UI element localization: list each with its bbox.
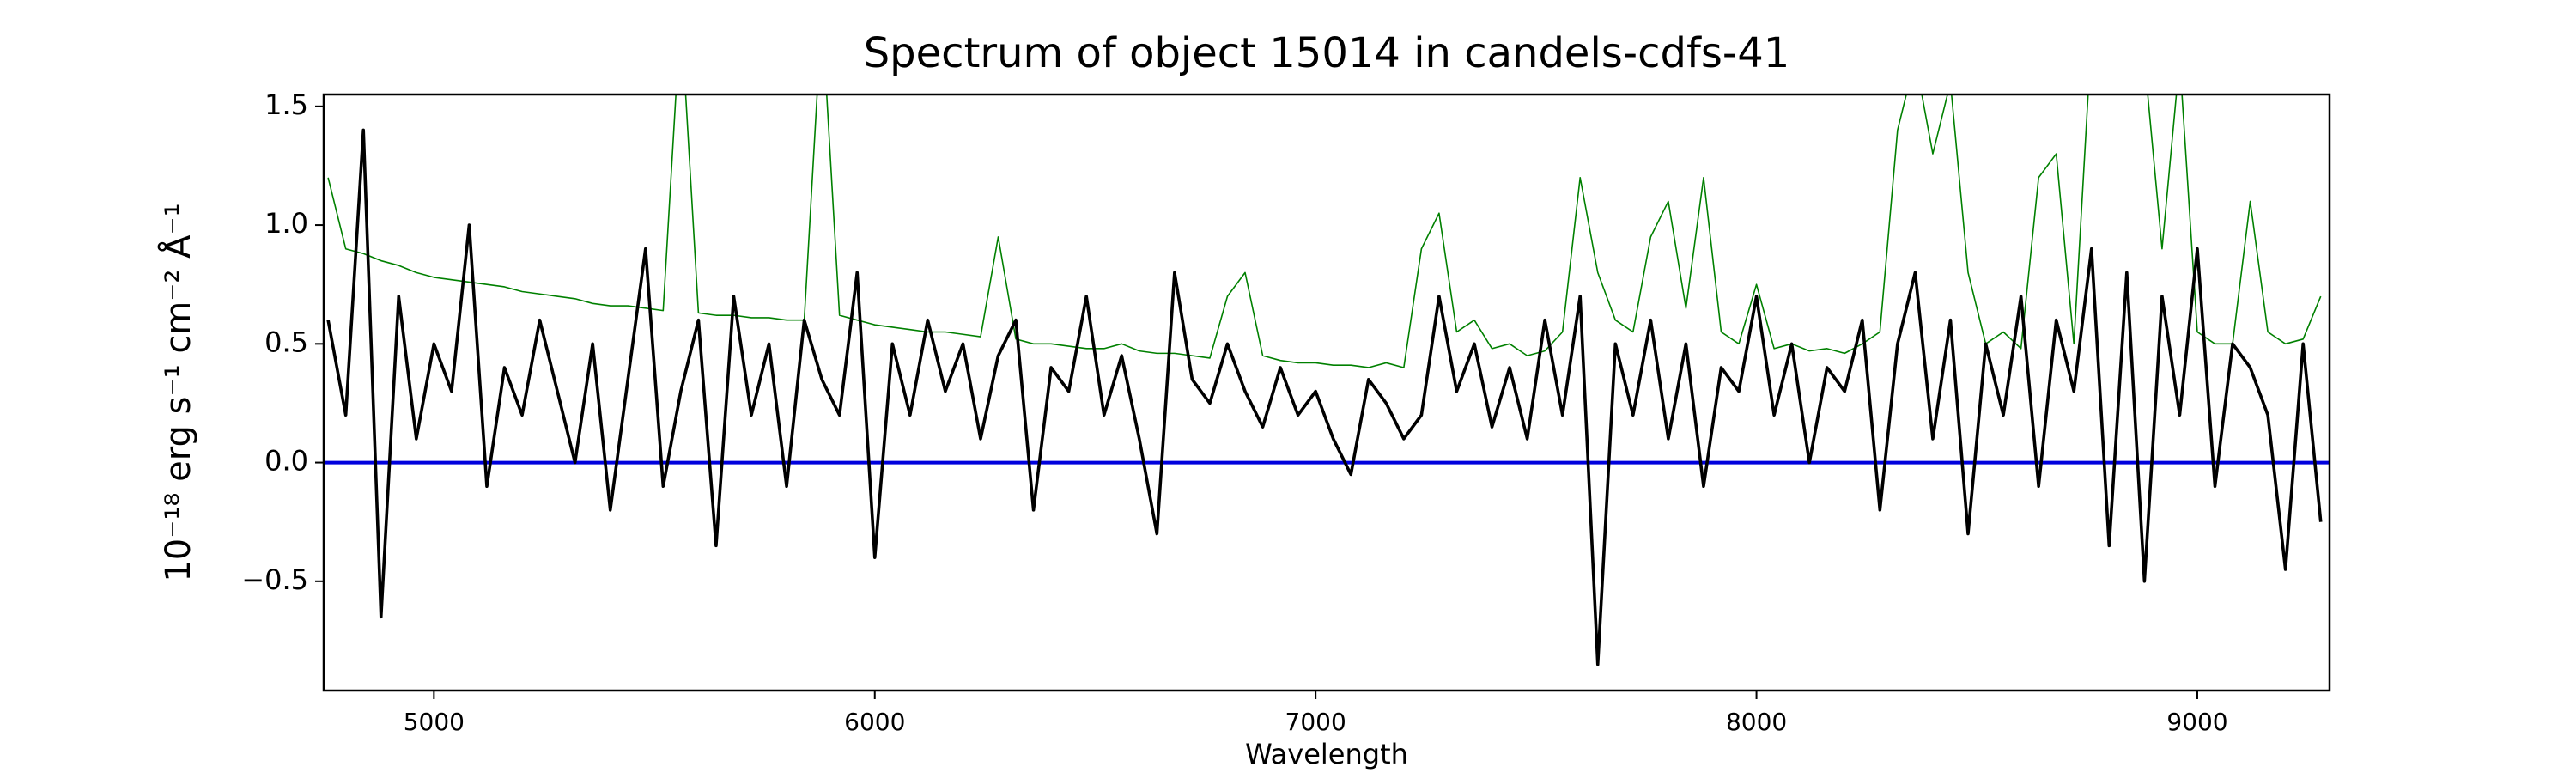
x-tick-label: 5000 — [404, 708, 465, 736]
plot-area — [324, 94, 2330, 666]
chart-title: Spectrum of object 15014 in candels-cdfs… — [864, 29, 1790, 77]
y-tick-label: 1.5 — [264, 88, 308, 121]
x-tick-label: 7000 — [1285, 708, 1346, 736]
y-axis-label: 10⁻¹⁸ erg s⁻¹ cm⁻² Å⁻¹ — [157, 203, 198, 581]
y-tick-label: 0.5 — [264, 326, 308, 358]
spectrum-line — [326, 128, 2323, 666]
x-tick-label: 9000 — [2166, 708, 2227, 736]
y-tick-label: −0.5 — [241, 563, 308, 596]
y-tick-label: 1.0 — [264, 207, 308, 240]
x-tick-label: 6000 — [844, 708, 905, 736]
x-axis-label: Wavelength — [1245, 738, 1408, 770]
axes-frame — [322, 93, 2331, 692]
y-tick-label: 0.0 — [264, 445, 308, 478]
spectrum-line — [327, 94, 2322, 368]
x-tick-label: 8000 — [1726, 708, 1787, 736]
